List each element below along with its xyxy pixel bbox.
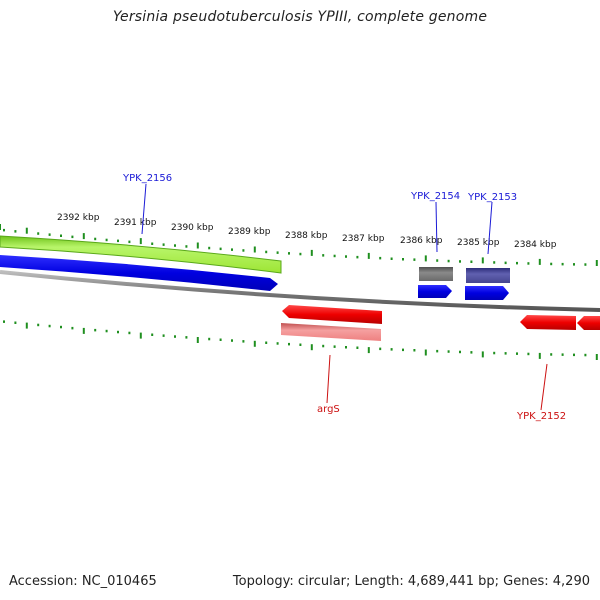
page-title: Yersinia pseudotuberculosis YPIII, compl… (112, 9, 488, 25)
feature-green-band (0, 235, 282, 274)
gene-label-args: argS (317, 404, 340, 415)
cds-ypk-2154 (418, 285, 452, 298)
outer-tick-dots (3, 227, 598, 266)
scale-label-2386: 2386 kbp (400, 236, 443, 246)
scale-label-2389: 2389 kbp (228, 227, 271, 237)
leader-args (326, 354, 331, 404)
scale-label-2391: 2391 kbp (114, 218, 157, 228)
scale-label-2392: 2392 kbp (57, 213, 100, 223)
cds-ypk-2153 (465, 286, 509, 300)
gene-label-ypk-2152: YPK_2152 (516, 411, 566, 422)
gene-label-ypk-2153: YPK_2153 (467, 192, 517, 203)
scale-label-2385: 2385 kbp (457, 238, 500, 248)
feature-gray-block (419, 267, 453, 281)
inner-tick-dots (3, 320, 598, 360)
cds-ypk-2152 (520, 315, 576, 330)
scale-labels: 2392 kbp 2391 kbp 2390 kbp 2389 kbp 2388… (57, 213, 557, 250)
accession-label: Accession: NC_010465 (9, 574, 157, 589)
feature-pink-band (281, 323, 381, 341)
cds-args (282, 305, 382, 324)
cds-ypk-2156 (0, 255, 278, 291)
gene-label-ypk-2156: YPK_2156 (122, 173, 172, 184)
scale-label-2384: 2384 kbp (514, 240, 557, 250)
leader-ypk-2154 (435, 201, 438, 253)
scale-label-2390: 2390 kbp (171, 223, 214, 233)
genome-backbone (0, 270, 600, 312)
gene-label-leaders (141, 183, 548, 411)
leader-ypk-2153 (487, 201, 493, 255)
leader-ypk-2152 (540, 363, 548, 411)
gene-label-ypk-2154: YPK_2154 (410, 191, 460, 202)
leader-ypk-2156 (141, 183, 147, 235)
scale-label-2388: 2388 kbp (285, 231, 328, 241)
cds-right-edge (577, 316, 600, 330)
gene-labels: YPK_2156 YPK_2154 YPK_2153 argS YPK_2152 (122, 173, 566, 422)
scale-label-2387: 2387 kbp (342, 234, 385, 244)
feature-purple-block (466, 268, 510, 283)
genome-summary: Topology: circular; Length: 4,689,441 bp… (232, 574, 590, 589)
